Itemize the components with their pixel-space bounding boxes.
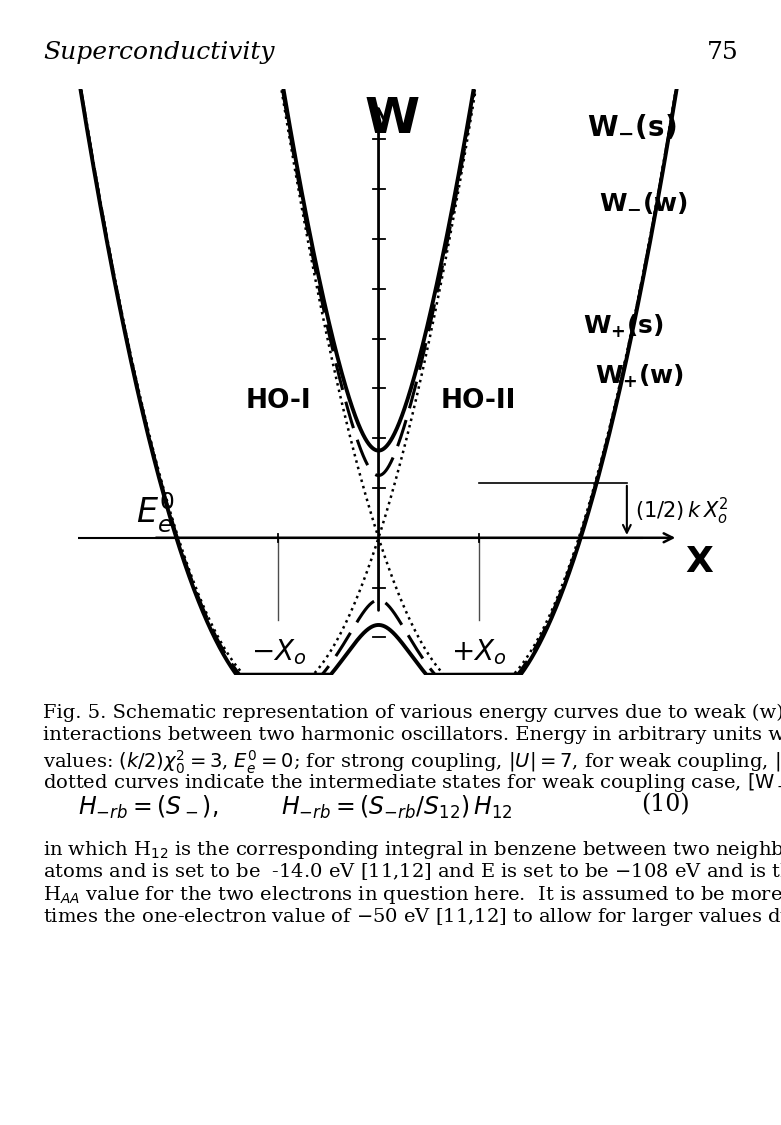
Text: (10): (10) bbox=[640, 793, 689, 816]
Text: 75: 75 bbox=[706, 40, 738, 63]
Text: W: W bbox=[365, 94, 420, 143]
Text: $H_{-rb} = (S_-),$: $H_{-rb} = (S_-),$ bbox=[78, 793, 218, 820]
Text: HO-II: HO-II bbox=[440, 388, 516, 414]
Text: dotted curves indicate the intermediate states for weak coupling case, $[\mathrm: dotted curves indicate the intermediate … bbox=[43, 771, 781, 793]
Text: Fig. 5. Schematic representation of various energy curves due to weak (w) and st: Fig. 5. Schematic representation of vari… bbox=[43, 703, 781, 721]
Text: H$_{AA}$ value for the two electrons in question here.  It is assumed to be more: H$_{AA}$ value for the two electrons in … bbox=[43, 883, 781, 906]
Text: in which H$_{12}$ is the corresponding integral in benzene between two neighbori: in which H$_{12}$ is the corresponding i… bbox=[43, 838, 781, 861]
Text: atoms and is set to be  -14.0 eV [11,12] and E is set to be $-$108 eV and is the: atoms and is set to be -14.0 eV [11,12] … bbox=[43, 861, 781, 883]
Text: $\mathbf{W_{+}(w)}$: $\mathbf{W_{+}(w)}$ bbox=[594, 362, 683, 390]
Text: $\mathbf{W_{-}(s)}$: $\mathbf{W_{-}(s)}$ bbox=[587, 114, 676, 142]
Text: interactions between two harmonic oscillators. Energy in arbitrary units with th: interactions between two harmonic oscill… bbox=[43, 726, 781, 744]
Text: HO-I: HO-I bbox=[245, 388, 311, 414]
Text: $\mathbf{W_{-}(w)}$: $\mathbf{W_{-}(w)}$ bbox=[598, 190, 687, 215]
Text: $+X_o$: $+X_o$ bbox=[451, 637, 506, 666]
Text: $E_e^0$: $E_e^0$ bbox=[135, 490, 174, 534]
Text: values: $(k/2)\chi_0^2 = 3$, $E_e^0 = 0$; for strong coupling, $|U| = 7$, for we: values: $(k/2)\chi_0^2 = 3$, $E_e^0 = 0$… bbox=[43, 748, 781, 775]
Text: Superconductivity: Superconductivity bbox=[43, 40, 274, 63]
Text: $\mathbf{W_{+}(s)}$: $\mathbf{W_{+}(s)}$ bbox=[583, 313, 663, 340]
Text: X: X bbox=[684, 544, 712, 578]
Text: $-X_o$: $-X_o$ bbox=[251, 637, 306, 666]
Text: times the one-electron value of $-$50 eV [11,12] to allow for larger values due : times the one-electron value of $-$50 eV… bbox=[43, 906, 781, 928]
Text: $(1/2)\,k\,X_o^2$: $(1/2)\,k\,X_o^2$ bbox=[634, 495, 728, 526]
Text: $H_{-rb} = (S_{-rb}/S_{12})\,H_{12}$: $H_{-rb} = (S_{-rb}/S_{12})\,H_{12}$ bbox=[281, 793, 512, 820]
